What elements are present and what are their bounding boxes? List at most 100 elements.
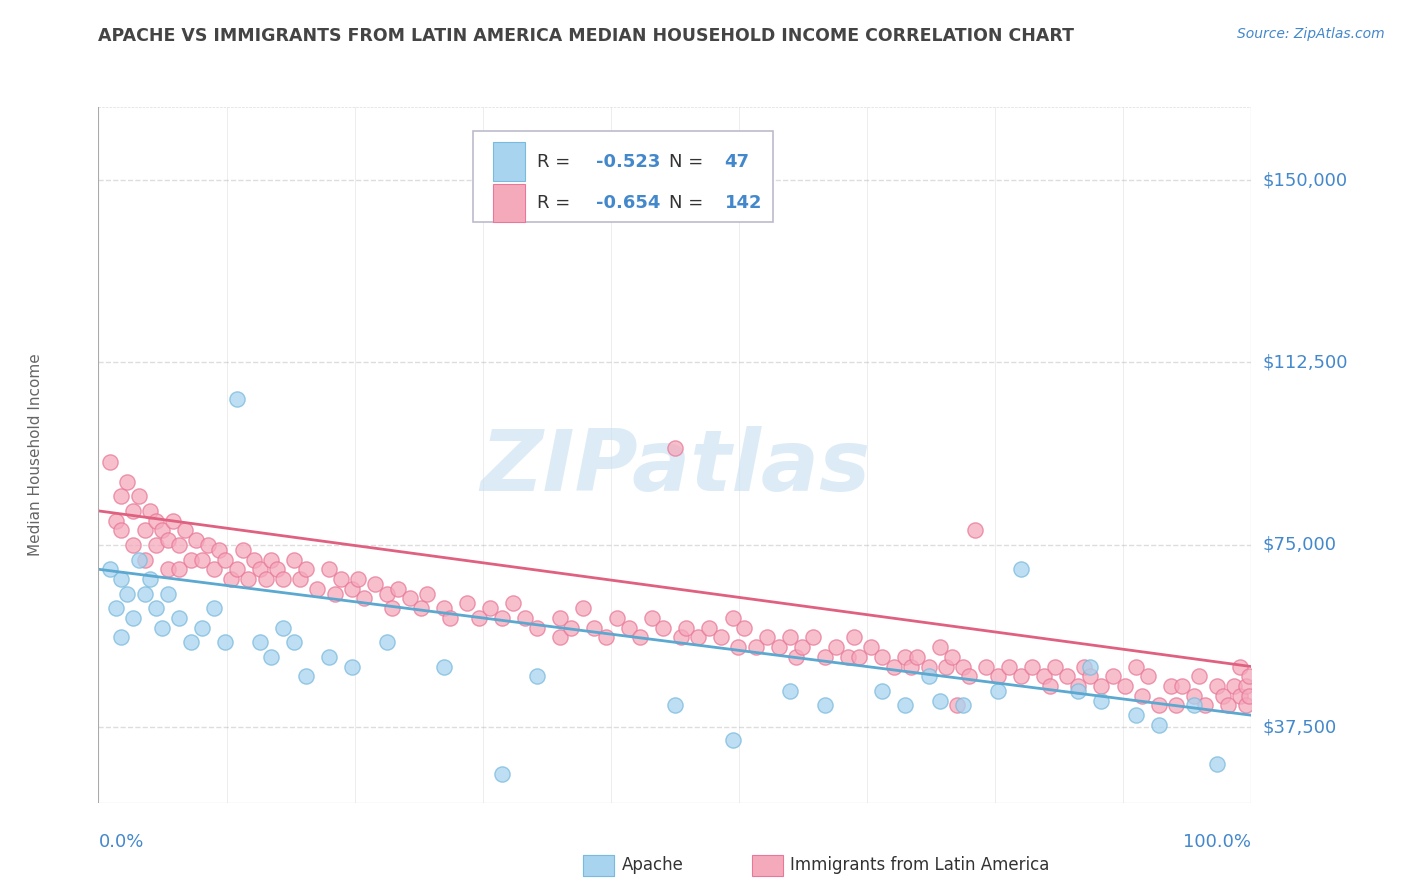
FancyBboxPatch shape xyxy=(492,143,524,181)
Point xyxy=(779,631,801,645)
Point xyxy=(266,562,288,576)
Point xyxy=(1188,669,1211,683)
Point xyxy=(987,684,1010,698)
Point xyxy=(271,572,294,586)
Point xyxy=(364,577,387,591)
Point xyxy=(254,572,277,586)
Point xyxy=(1073,659,1095,673)
Point xyxy=(1010,669,1032,683)
Point xyxy=(987,669,1010,683)
Point xyxy=(952,659,974,673)
Point xyxy=(202,562,225,576)
Point xyxy=(323,586,346,600)
Point xyxy=(439,611,461,625)
Point xyxy=(381,601,404,615)
Text: APACHE VS IMMIGRANTS FROM LATIN AMERICA MEDIAN HOUSEHOLD INCOME CORRELATION CHAR: APACHE VS IMMIGRANTS FROM LATIN AMERICA … xyxy=(98,27,1074,45)
Point xyxy=(935,659,957,673)
Point xyxy=(110,631,132,645)
Point xyxy=(894,698,917,713)
Point xyxy=(271,621,294,635)
Point xyxy=(583,621,606,635)
Point xyxy=(98,455,121,469)
Point xyxy=(1205,679,1227,693)
Point xyxy=(1038,679,1062,693)
Point xyxy=(260,649,283,664)
Point xyxy=(156,586,179,600)
Text: 100.0%: 100.0% xyxy=(1184,833,1251,851)
Point xyxy=(214,552,236,566)
Point xyxy=(801,631,824,645)
Text: -0.523: -0.523 xyxy=(596,153,661,170)
Point xyxy=(225,392,247,406)
Point xyxy=(606,611,628,625)
Point xyxy=(756,631,779,645)
Point xyxy=(134,524,156,538)
Text: N =: N = xyxy=(669,153,709,170)
Point xyxy=(1010,562,1032,576)
Point xyxy=(180,635,202,649)
Point xyxy=(353,591,375,606)
Point xyxy=(307,582,329,596)
Point xyxy=(548,631,571,645)
Text: Source: ZipAtlas.com: Source: ZipAtlas.com xyxy=(1237,27,1385,41)
Point xyxy=(156,562,179,576)
Point xyxy=(208,542,231,557)
Point xyxy=(710,631,733,645)
Point xyxy=(617,621,640,635)
Point xyxy=(859,640,882,654)
Point xyxy=(134,586,156,600)
Point xyxy=(1136,669,1159,683)
Text: $37,500: $37,500 xyxy=(1263,718,1337,737)
Point xyxy=(219,572,242,586)
Point xyxy=(768,640,790,654)
Point xyxy=(145,538,167,552)
Text: 0.0%: 0.0% xyxy=(98,833,143,851)
Point xyxy=(104,514,127,528)
Point xyxy=(145,601,167,615)
Point xyxy=(283,635,305,649)
Point xyxy=(191,552,214,566)
Point xyxy=(110,524,132,538)
Point xyxy=(526,669,548,683)
Text: Immigrants from Latin America: Immigrants from Latin America xyxy=(790,856,1049,874)
Point xyxy=(295,669,318,683)
Point xyxy=(1078,659,1101,673)
Point xyxy=(110,572,132,586)
Point xyxy=(128,489,150,503)
Point xyxy=(117,475,139,489)
Point xyxy=(433,659,456,673)
Text: $75,000: $75,000 xyxy=(1263,536,1337,554)
Point xyxy=(1237,689,1260,703)
Point xyxy=(340,582,363,596)
Point xyxy=(197,538,219,552)
Point xyxy=(416,586,439,600)
FancyBboxPatch shape xyxy=(492,185,524,222)
Point xyxy=(595,631,617,645)
Point xyxy=(1147,718,1170,732)
Point xyxy=(905,649,928,664)
Point xyxy=(1234,679,1257,693)
Point xyxy=(1166,698,1188,713)
Point xyxy=(98,562,121,576)
Point xyxy=(249,562,271,576)
Point xyxy=(1021,659,1043,673)
Point xyxy=(641,611,664,625)
Point xyxy=(243,552,266,566)
Point xyxy=(260,552,283,566)
Point xyxy=(571,601,593,615)
Point xyxy=(238,572,260,586)
Point xyxy=(721,732,744,747)
Point xyxy=(1171,679,1194,693)
Point xyxy=(814,698,837,713)
Point xyxy=(1182,698,1205,713)
Point xyxy=(167,538,190,552)
Point xyxy=(1218,698,1240,713)
Text: R =: R = xyxy=(537,153,575,170)
Point xyxy=(491,611,513,625)
Text: 142: 142 xyxy=(724,194,762,212)
Point xyxy=(929,693,952,707)
Point xyxy=(150,524,173,538)
Point xyxy=(1102,669,1125,683)
Point xyxy=(628,631,651,645)
Point xyxy=(186,533,208,547)
